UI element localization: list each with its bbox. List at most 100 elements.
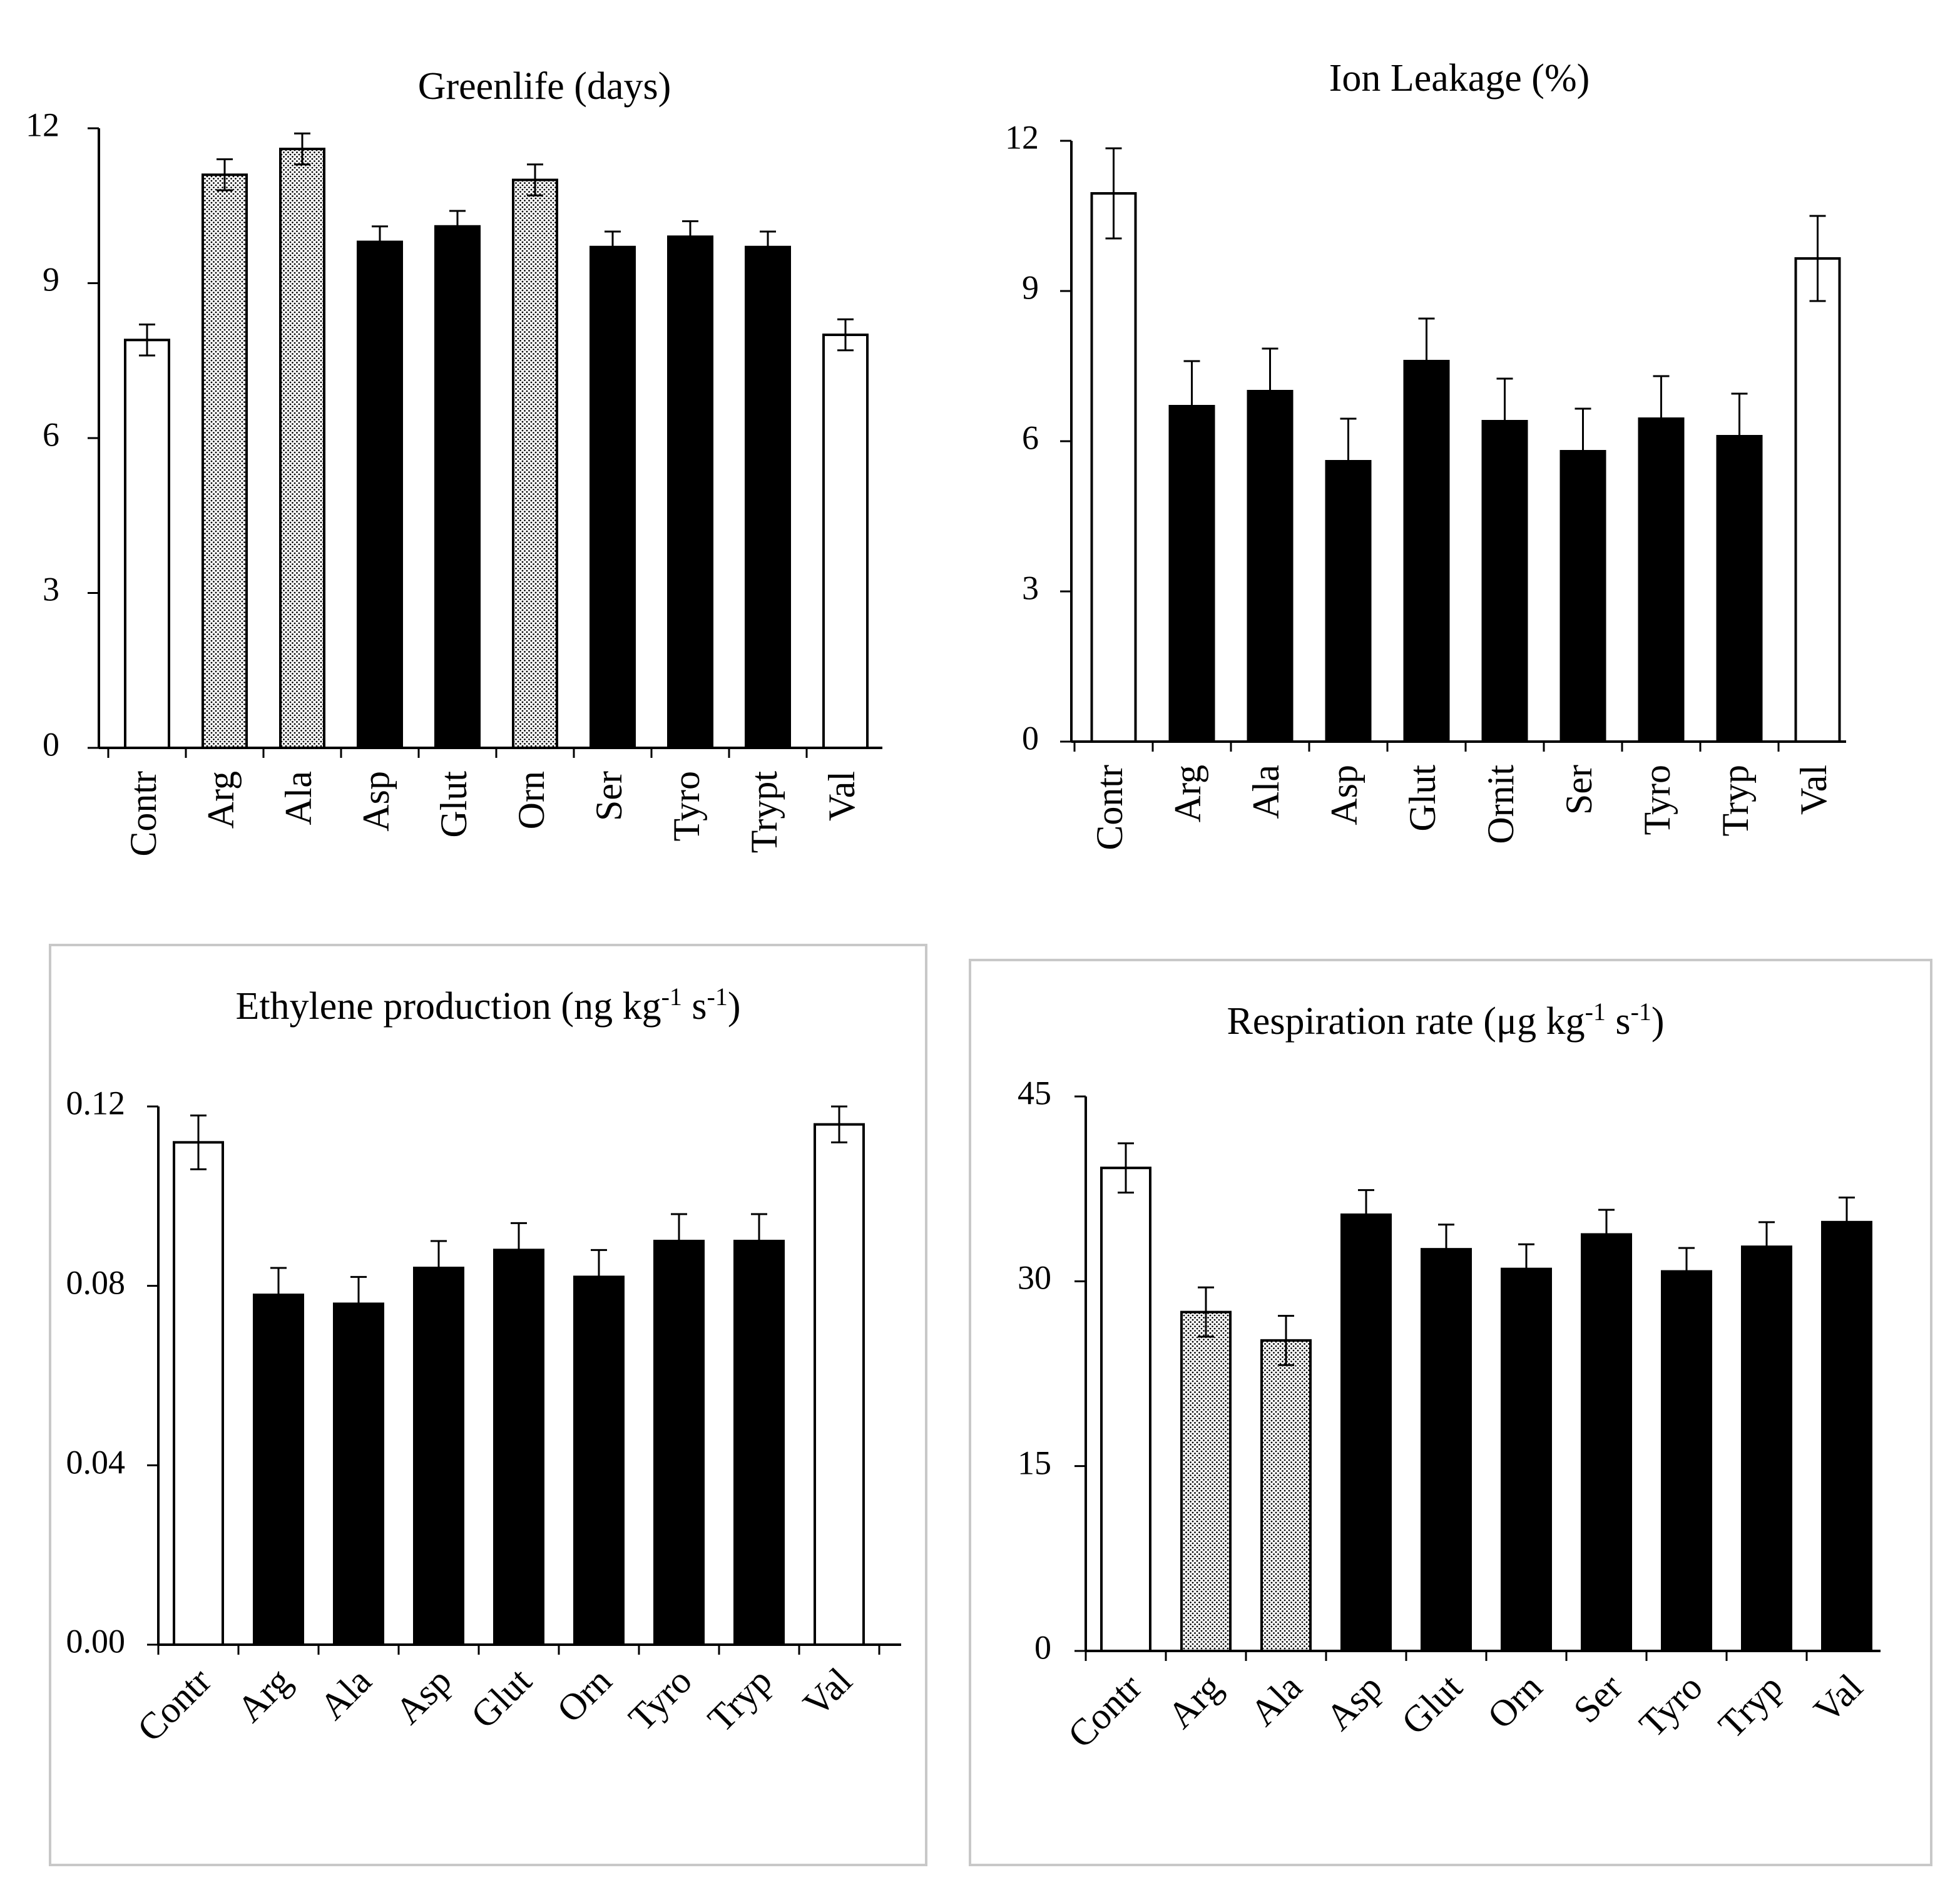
x-category-label: Orn	[1479, 1666, 1550, 1737]
chart-title: Ethylene production (ng kg-1 s-1)	[235, 983, 740, 1028]
error-bars	[1105, 147, 1826, 505]
bar	[202, 173, 248, 749]
y-tick-labels: 0 15 30 45	[1018, 1074, 1051, 1666]
x-category-label: Glut	[433, 771, 474, 838]
y-tick-label: 9	[43, 260, 59, 298]
bar	[1638, 417, 1685, 743]
x-category-label: Arg	[1167, 765, 1208, 822]
chart-title: Ion Leakage (%)	[1329, 57, 1590, 100]
x-category-label: Arg	[200, 771, 242, 829]
x-category-label: Orn	[511, 771, 552, 829]
x-category-label: Tryp	[1715, 765, 1756, 837]
bar	[653, 1240, 705, 1646]
chart-title: Respiration rate (μg kg-1 s-1)	[1227, 998, 1664, 1043]
x-category-label: Trypt	[743, 771, 785, 854]
y-tick-label: 0	[1034, 1628, 1051, 1666]
x-category-label: Tyro	[621, 1660, 700, 1739]
bar	[173, 1141, 224, 1647]
x-category-label: Arg	[1160, 1666, 1230, 1736]
x-category-label: Glut	[1402, 765, 1443, 832]
x-category-labels: Contr Arg Ala Asp Glut Ornit Ser Tyro Tr…	[1089, 765, 1834, 851]
bar	[279, 148, 325, 749]
x-category-label: Ser	[1566, 1666, 1630, 1730]
chart-ethylene-production: Ethylene production (ng kg-1 s-1) 0.00 0…	[49, 944, 927, 1866]
y-tick-label: 0	[43, 725, 59, 763]
x-category-label: Tryp	[1710, 1666, 1790, 1746]
bar	[1481, 420, 1528, 743]
x-category-label: Asp	[387, 1660, 459, 1732]
bar	[1100, 1167, 1151, 1652]
x-category-label: Ornit	[1480, 765, 1521, 844]
panel-border	[969, 959, 1932, 1866]
y-tick-labels: 0 3 6 9 12	[26, 106, 59, 763]
y-tick-label: 3	[1022, 569, 1039, 606]
bar	[667, 235, 713, 749]
bar	[733, 1240, 785, 1646]
panel-border	[49, 944, 927, 1866]
bar	[1821, 1220, 1872, 1652]
x-category-label: Val	[1793, 765, 1834, 815]
bar	[493, 1249, 544, 1647]
bar	[822, 334, 869, 749]
bar	[1340, 1213, 1392, 1652]
bar	[1716, 435, 1763, 743]
chart-title: Greenlife (days)	[418, 65, 671, 108]
bar	[512, 178, 558, 749]
chart-ion-leakage: Ion Leakage (%) 0 3 6 9 12 Contr Arg Ala…	[1005, 57, 1846, 851]
bar	[814, 1123, 865, 1646]
x-category-label: Orn	[549, 1660, 620, 1730]
x-category-label: Tyro	[1631, 1666, 1710, 1745]
bar	[573, 1275, 625, 1647]
y-tick-label: 12	[1005, 118, 1039, 156]
x-category-label: Glut	[463, 1660, 539, 1736]
x-category-label: Asp	[355, 771, 397, 832]
bar	[1661, 1270, 1712, 1653]
bar	[357, 240, 403, 749]
y-tick-label: 0.04	[66, 1443, 126, 1481]
bars	[124, 148, 869, 749]
x-category-label: Contr	[123, 771, 164, 857]
bar	[124, 339, 170, 749]
y-tick-label: 0	[1022, 719, 1039, 757]
x-category-label: Val	[821, 771, 862, 821]
bars	[1090, 192, 1841, 743]
y-tick-label: 6	[1022, 419, 1039, 456]
y-tick-label: 6	[43, 416, 59, 453]
y-tick-label: 3	[43, 570, 59, 608]
bar	[745, 245, 791, 749]
x-category-labels: Contr Arg Ala Asp Glut Orn Ser Tyro Tryp…	[123, 771, 862, 857]
bar	[1168, 405, 1215, 743]
bar	[1421, 1248, 1472, 1652]
chart-greenlife: Greenlife (days) 0 3 6 9 12 Contr Arg Al…	[26, 65, 882, 857]
y-tick-label: 0.08	[66, 1264, 126, 1301]
bar	[1260, 1339, 1312, 1653]
y-tick-label: 12	[26, 106, 59, 143]
x-category-label: Asp	[1318, 1666, 1390, 1738]
bar	[253, 1294, 304, 1646]
y-tick-labels: 0 3 6 9 12	[1005, 118, 1039, 757]
bar	[1581, 1233, 1632, 1652]
x-category-labels: Contr Arg Ala Asp Glut Orn Tyro Tryp Val	[130, 1660, 860, 1750]
x-category-label: Ala	[312, 1660, 379, 1727]
y-tick-label: 0.12	[66, 1084, 126, 1121]
bar	[1501, 1267, 1552, 1652]
x-category-label: Glut	[1394, 1666, 1470, 1742]
x-category-label: Val	[795, 1660, 860, 1724]
bar	[434, 225, 481, 749]
axes	[1060, 140, 1846, 752]
bars	[1100, 1167, 1872, 1653]
x-category-label: Asp	[1324, 765, 1365, 825]
bar	[1090, 192, 1137, 743]
axes	[147, 1105, 901, 1655]
bar	[1794, 257, 1841, 743]
x-category-label: Tyro	[666, 771, 707, 841]
bar	[1559, 450, 1606, 743]
error-bars	[190, 1105, 847, 1332]
y-tick-label: 45	[1018, 1074, 1051, 1111]
x-category-label: Ala	[1242, 1666, 1310, 1734]
bars	[173, 1123, 865, 1647]
x-category-label: Tryp	[700, 1660, 780, 1740]
bar	[1403, 360, 1450, 743]
y-tick-label: 30	[1018, 1259, 1051, 1296]
